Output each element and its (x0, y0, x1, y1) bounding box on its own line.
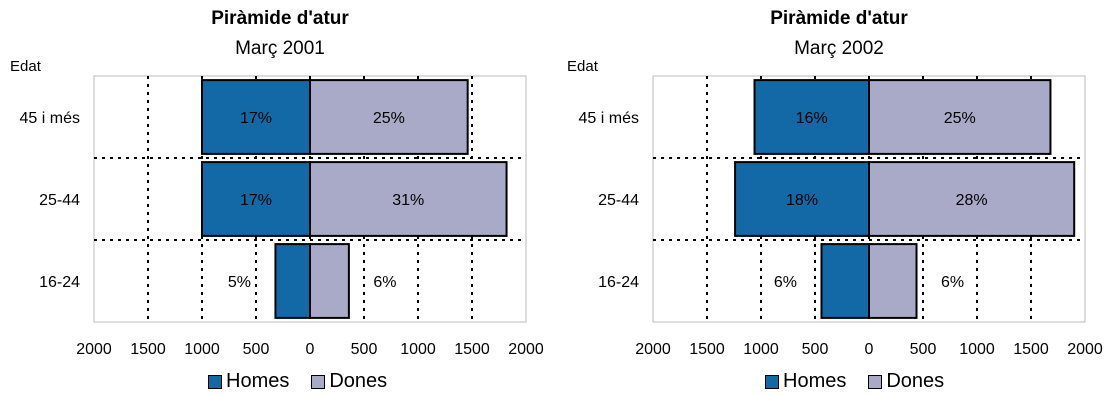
y-axis-label: Edat (10, 58, 41, 75)
x-tick-label: 500 (910, 341, 937, 358)
x-tick-label: 2000 (76, 341, 112, 358)
bar-dones (868, 79, 1052, 155)
bar-dones (309, 161, 508, 237)
legend-label-homes: Homes (226, 370, 290, 392)
x-tick-label: 1000 (743, 341, 779, 358)
data-label-homes: 6% (774, 274, 797, 291)
bar-dones (868, 243, 918, 319)
legend-swatch-homes (765, 374, 779, 389)
data-label-homes: 5% (228, 274, 251, 291)
legend-swatch-dones (868, 374, 883, 389)
pyramid-chart-2002: Piràmide d'atur Març 2002 Edat 2000 1500 1… (559, 0, 1119, 396)
category-label: 16-24 (598, 274, 639, 291)
category-label: 45 i més (579, 110, 639, 127)
y-axis-label: Edat (567, 58, 598, 75)
category-label: 25-44 (598, 192, 639, 209)
legend-item-homes: Homes (208, 370, 289, 393)
legend-item-dones: Dones (868, 370, 944, 393)
data-label-dones: 6% (373, 274, 396, 291)
data-label-homes: 18% (786, 192, 818, 209)
bar-homes (201, 161, 311, 237)
bar-homes (734, 161, 870, 237)
category-label: 25-44 (39, 192, 80, 209)
x-tick-label: 2000 (508, 341, 544, 358)
data-label-homes: 17% (240, 110, 272, 127)
legend-swatch-homes (208, 374, 222, 389)
x-tick-label: 0 (306, 341, 315, 358)
legend-swatch-dones (311, 374, 326, 389)
bar-dones (868, 161, 1076, 237)
data-label-dones: 25% (944, 110, 976, 127)
chart-title: Piràmide d'atur (211, 8, 349, 29)
legend: Homes Dones (208, 370, 409, 393)
category-label: 16-24 (39, 274, 80, 291)
chart-plot: 2000 1500 1000 500 0 500 1000 1500 2000 45 i més 2… (579, 75, 1103, 358)
legend-item-dones: Dones (311, 370, 387, 393)
bar-homes (820, 243, 871, 319)
chart-title: Piràmide d'atur (770, 8, 908, 29)
x-tick-label: 1500 (130, 341, 166, 358)
data-label-dones: 25% (373, 110, 405, 127)
data-label-homes: 17% (240, 192, 272, 209)
data-label-dones: 6% (941, 274, 964, 291)
x-tick-label: 2000 (635, 341, 671, 358)
legend-item-homes: Homes (765, 370, 846, 393)
x-tick-label: 500 (351, 341, 378, 358)
legend-label-homes: Homes (783, 370, 847, 392)
legend: Homes Dones (765, 370, 966, 393)
chart-subtitle: Març 2002 (794, 38, 884, 59)
x-tick-label: 1000 (184, 341, 220, 358)
x-tick-label: 1500 (1013, 341, 1049, 358)
legend-label-dones: Dones (886, 370, 945, 392)
data-label-homes: 16% (796, 110, 828, 127)
x-tick-label: 2000 (1067, 341, 1103, 358)
chart-subtitle: Març 2001 (235, 38, 325, 59)
pyramid-chart-2001: Piràmide d'atur Març 2001 Edat 2000 1500 1… (10, 8, 544, 393)
x-tick-label: 0 (865, 341, 874, 358)
x-tick-label: 500 (243, 341, 270, 358)
x-tick-label: 1000 (400, 341, 436, 358)
x-tick-label: 500 (802, 341, 829, 358)
x-tick-label: 1000 (959, 341, 995, 358)
category-label: 45 i més (20, 110, 80, 127)
x-tick-label: 1500 (689, 341, 725, 358)
chart-plot: 2000 1500 1000 500 0 500 1000 1500 2000 45 i més 2… (20, 75, 544, 358)
bar-dones (309, 79, 469, 155)
legend-label-dones: Dones (329, 370, 388, 392)
data-label-dones: 28% (956, 192, 988, 209)
bar-homes (274, 243, 312, 319)
bar-dones (309, 243, 350, 319)
x-tick-label: 1500 (454, 341, 490, 358)
data-label-dones: 31% (392, 192, 424, 209)
